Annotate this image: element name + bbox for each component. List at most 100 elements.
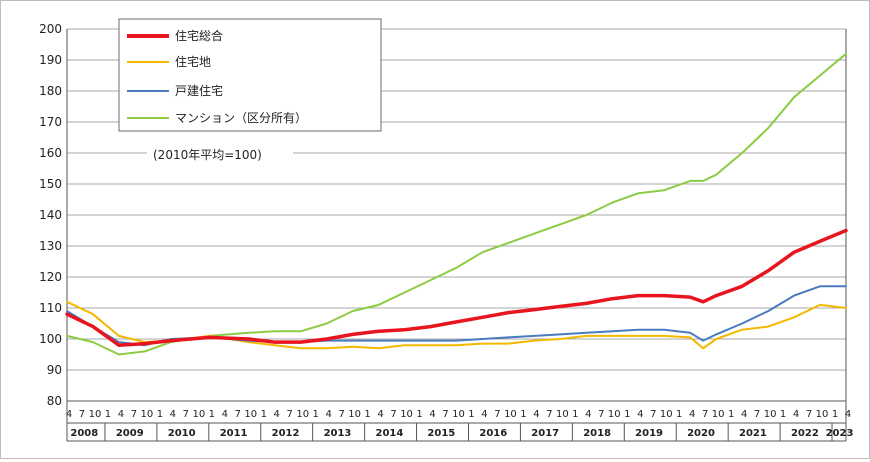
month-tick-label: 4: [377, 409, 383, 420]
y-tick-label: 150: [39, 177, 62, 191]
month-tick-label: 10: [556, 409, 569, 420]
month-tick-label: 7: [598, 409, 604, 420]
year-label-2011: 2011: [220, 428, 248, 439]
month-tick-label: 10: [452, 409, 465, 420]
month-tick-label: 1: [416, 409, 422, 420]
year-label-2009: 2009: [116, 428, 144, 439]
month-tick-label: 10: [504, 409, 517, 420]
year-label-2020: 2020: [687, 428, 715, 439]
month-tick-label: 10: [244, 409, 257, 420]
y-tick-label: 100: [39, 332, 62, 346]
month-tick-label: 7: [546, 409, 552, 420]
year-label-2008: 2008: [70, 428, 98, 439]
year-label-2014: 2014: [375, 428, 403, 439]
month-tick-label: 1: [209, 409, 215, 420]
y-tick-label: 170: [39, 115, 62, 129]
month-tick-label: 1: [364, 409, 370, 420]
month-tick-label: 4: [222, 409, 228, 420]
month-tick-label: 7: [287, 409, 293, 420]
year-label-2016: 2016: [479, 428, 507, 439]
month-tick-label: 4: [325, 409, 331, 420]
month-tick-label: 10: [192, 409, 205, 420]
y-tick-label: 80: [47, 394, 62, 408]
y-tick-label: 120: [39, 270, 62, 284]
month-tick-label: 1: [728, 409, 734, 420]
series-line-2: [66, 285, 847, 347]
month-tick-label: 7: [442, 409, 448, 420]
month-tick-label: 1: [261, 409, 267, 420]
month-tick-label: 4: [689, 409, 695, 420]
month-tick-label: 1: [572, 409, 578, 420]
month-tick-label: 7: [494, 409, 500, 420]
month-tick-label: 4: [429, 409, 435, 420]
legend-label-3: マンション（区分所有）: [175, 111, 307, 125]
year-label-2019: 2019: [635, 428, 663, 439]
y-tick-label: 160: [39, 146, 62, 160]
month-tick-label: 1: [832, 409, 838, 420]
year-label-2023: 2023: [826, 428, 854, 439]
y-tick-label: 90: [47, 363, 62, 377]
year-label-2021: 2021: [739, 428, 767, 439]
month-tick-label: 1: [105, 409, 111, 420]
y-tick-label: 130: [39, 239, 62, 253]
month-tick-label: 10: [348, 409, 361, 420]
year-label-2022: 2022: [791, 428, 819, 439]
month-tick-label: 7: [390, 409, 396, 420]
month-tick-label: 4: [793, 409, 799, 420]
month-tick-label: 10: [608, 409, 621, 420]
y-tick-label: 200: [39, 22, 62, 36]
month-tick-label: 4: [845, 409, 851, 420]
month-tick-label: 1: [780, 409, 786, 420]
legend-label-0: 住宅総合: [175, 28, 223, 43]
month-tick-label: 4: [170, 409, 176, 420]
series-line-0: [65, 228, 848, 347]
y-tick-label: 190: [39, 53, 62, 67]
month-tick-label: 10: [764, 409, 777, 420]
month-tick-label: 7: [338, 409, 344, 420]
month-tick-label: 4: [637, 409, 643, 420]
y-tick-label: 180: [39, 84, 62, 98]
year-label-2010: 2010: [168, 428, 196, 439]
month-tick-label: 4: [533, 409, 539, 420]
month-tick-label: 4: [585, 409, 591, 420]
year-label-2012: 2012: [272, 428, 300, 439]
base-year-note: (2010年平均=100): [153, 148, 262, 162]
month-tick-label: 7: [183, 409, 189, 420]
month-tick-label: 10: [296, 409, 309, 420]
legend: 住宅総合 住宅地 戸建住宅 マンション（区分所有）: [118, 18, 382, 132]
year-label-2015: 2015: [427, 428, 455, 439]
month-tick-label: 7: [131, 409, 137, 420]
month-tick-label: 10: [712, 409, 725, 420]
year-label-2013: 2013: [324, 428, 352, 439]
month-tick-label: 7: [702, 409, 708, 420]
y-tick-label: 140: [39, 208, 62, 222]
month-tick-label: 10: [400, 409, 413, 420]
month-tick-label: 10: [89, 409, 102, 420]
month-tick-label: 1: [157, 409, 163, 420]
month-tick-label: 7: [650, 409, 656, 420]
series-lines: [65, 52, 848, 356]
month-tick-label: 1: [676, 409, 682, 420]
month-tick-label: 7: [806, 409, 812, 420]
y-tick-label: 110: [39, 301, 62, 315]
year-label-2018: 2018: [583, 428, 611, 439]
month-tick-label: 7: [79, 409, 85, 420]
month-tick-label: 4: [66, 409, 72, 420]
month-tick-label: 4: [274, 409, 280, 420]
month-tick-label: 4: [741, 409, 747, 420]
month-tick-label: 1: [312, 409, 318, 420]
month-tick-label: 1: [468, 409, 474, 420]
month-tick-label: 10: [141, 409, 154, 420]
month-tick-label: 7: [754, 409, 760, 420]
month-tick-label: 10: [660, 409, 673, 420]
month-tick-label: 7: [235, 409, 241, 420]
legend-label-1: 住宅地: [175, 54, 211, 69]
note-background: [147, 144, 293, 164]
month-tick-label: 4: [118, 409, 124, 420]
legend-label-2: 戸建住宅: [175, 83, 223, 98]
year-label-2017: 2017: [531, 428, 559, 439]
month-tick-label: 1: [520, 409, 526, 420]
